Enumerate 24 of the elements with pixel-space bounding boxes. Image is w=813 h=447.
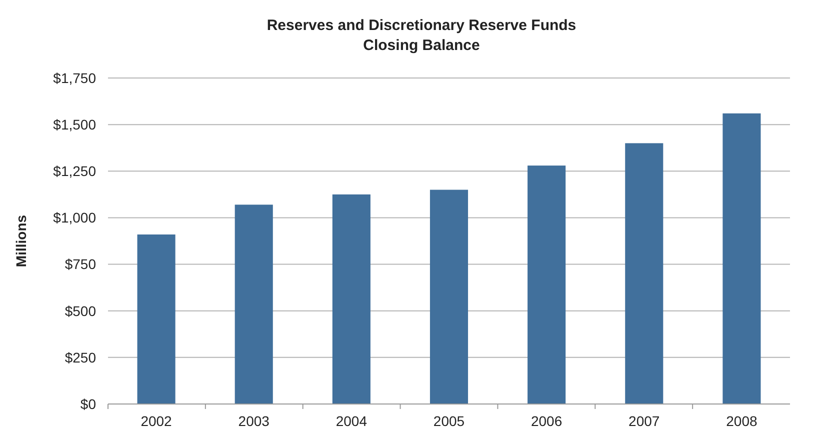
bar bbox=[625, 143, 664, 404]
y-tick-label: $750 bbox=[64, 256, 96, 272]
y-tick-label: $500 bbox=[64, 302, 96, 319]
chart-title: Reserves and Discretionary Reserve Funds Closing Balance bbox=[266, 17, 576, 54]
x-tick-label: 2005 bbox=[433, 413, 465, 429]
x-tick-label: 2006 bbox=[530, 413, 562, 429]
y-tick-label: $1,250 bbox=[53, 163, 96, 180]
bar bbox=[722, 113, 761, 404]
y-axis-title: Millions bbox=[13, 214, 29, 268]
bar bbox=[430, 190, 468, 404]
x-tick-label: 2007 bbox=[628, 413, 660, 429]
bar bbox=[137, 234, 176, 404]
bar bbox=[234, 204, 273, 404]
bar bbox=[332, 194, 370, 404]
y-tick-label: $1,000 bbox=[53, 210, 96, 226]
y-tick-label: $1,750 bbox=[53, 70, 96, 86]
y-tick-label: $1,500 bbox=[53, 116, 96, 132]
x-tick-label: 2003 bbox=[238, 413, 270, 429]
bar bbox=[528, 166, 566, 404]
x-tick-label: 2002 bbox=[140, 413, 172, 429]
x-tick-label: 2008 bbox=[726, 413, 758, 429]
y-tick-label: $0 bbox=[80, 396, 96, 412]
y-tick-label: $250 bbox=[64, 349, 96, 366]
x-tick-label: 2004 bbox=[336, 413, 368, 429]
